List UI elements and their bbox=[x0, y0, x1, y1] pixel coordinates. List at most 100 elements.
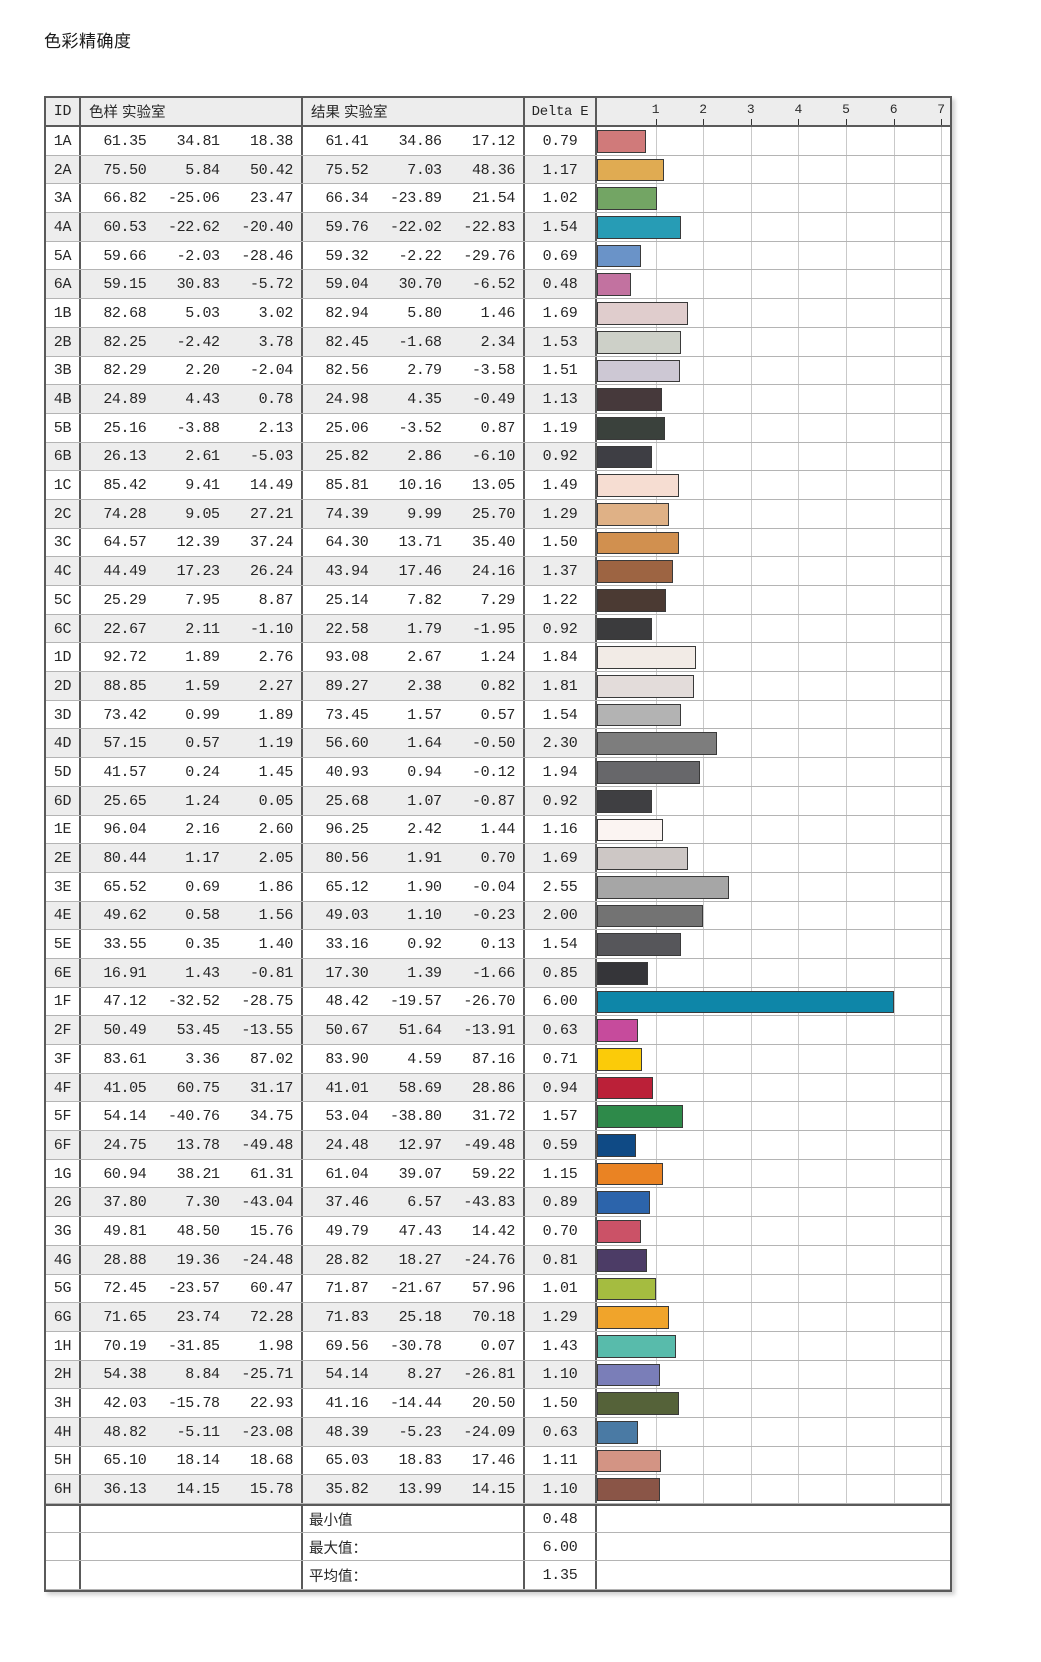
table-row[interactable]: 2G 37.80 7.30 -43.04 37.46 6.57 -43.83 0.89 bbox=[46, 1188, 950, 1218]
chart-gridline bbox=[703, 471, 705, 500]
table-row[interactable]: 4C 44.49 17.23 26.24 43.94 17.46 24.16 1.37 bbox=[46, 557, 950, 586]
table-row[interactable]: 1A 61.35 34.81 18.38 61.41 34.86 17.12 0.79 bbox=[46, 127, 950, 156]
chart-gridline bbox=[798, 672, 800, 701]
value-cell: 59.15 bbox=[103, 276, 147, 294]
result-lab-values: 96.25 2.42 1.44 bbox=[303, 815, 525, 845]
table-row[interactable]: 5A 59.66 -2.03 -28.46 59.32 -2.22 -29.76 0.69 bbox=[46, 241, 950, 271]
chart-gridline bbox=[750, 1016, 752, 1045]
table-row[interactable]: 5C 25.29 7.95 8.87 25.14 7.82 7.29 1.22 bbox=[46, 586, 950, 615]
chart-gridline bbox=[893, 1188, 895, 1218]
result-lab-values: 66.34 -23.89 21.54 bbox=[303, 184, 525, 214]
table-row[interactable]: 3H 42.03 -15.78 22.93 41.16 -14.44 20.50 1.50 bbox=[46, 1389, 950, 1418]
chart-gridline bbox=[941, 729, 943, 759]
value-cell: 92.72 bbox=[103, 649, 147, 667]
table-row[interactable]: 2H 54.38 8.84 -25.71 54.14 8.27 -26.81 1.10 bbox=[46, 1360, 950, 1390]
result-lab-values: 89.27 2.38 0.82 bbox=[303, 672, 525, 701]
chart-gridline bbox=[846, 700, 847, 730]
table-row[interactable]: 2C 74.28 9.05 27.21 74.39 9.99 25.70 1.29 bbox=[46, 499, 950, 529]
table-row[interactable]: 5F 54.14 -40.76 34.75 53.04 -38.80 31.72 1.57 bbox=[46, 1102, 950, 1132]
table-row[interactable]: 6E 16.91 1.43 -0.81 17.30 1.39 -1.66 0.85 bbox=[46, 958, 950, 988]
table-row[interactable]: 6F 24.75 13.78 -49.48 24.48 12.97 -49.48 0.59 bbox=[46, 1131, 950, 1160]
table-row[interactable]: 3B 82.29 2.20 -2.04 82.56 2.79 -3.58 1.51 bbox=[46, 356, 950, 386]
value-cell: 69.56 bbox=[325, 1337, 369, 1355]
table-row[interactable]: 1E 96.04 2.16 2.60 96.25 2.42 1.44 1.16 bbox=[46, 815, 950, 845]
chart-gridline bbox=[798, 729, 800, 759]
table-row[interactable]: 6A 59.15 30.83 -5.72 59.04 30.70 -6.52 0.48 bbox=[46, 270, 950, 300]
delta-e-value: 1.10 bbox=[525, 1475, 597, 1504]
table-row[interactable]: 4A 60.53 -22.62 -20.40 59.76 -22.02 -22.83 1.54 bbox=[46, 213, 950, 242]
chart-gridline bbox=[893, 528, 895, 558]
chart-cell bbox=[597, 1188, 950, 1218]
chart-gridline bbox=[893, 1331, 895, 1361]
value-cell: 7.95 bbox=[185, 591, 220, 609]
table-row[interactable]: 6B 26.13 2.61 -5.03 25.82 2.86 -6.10 0.92 bbox=[46, 442, 950, 472]
chart-gridline bbox=[750, 758, 752, 787]
row-separator bbox=[46, 986, 950, 988]
chart-gridline bbox=[798, 786, 800, 816]
table-row[interactable]: 4F 41.05 60.75 31.17 41.01 58.69 28.86 0.94 bbox=[46, 1073, 950, 1103]
value-cell: 10.16 bbox=[398, 477, 442, 495]
chart-gridline bbox=[703, 213, 705, 242]
table-row[interactable]: 3E 65.52 0.69 1.86 65.12 1.90 -0.04 2.55 bbox=[46, 872, 950, 902]
table-row[interactable]: 3C 64.57 12.39 37.24 64.30 13.71 35.40 1.50 bbox=[46, 528, 950, 558]
table-row[interactable]: 4B 24.89 4.43 0.78 24.98 4.35 -0.49 1.13 bbox=[46, 385, 950, 414]
chart-gridline bbox=[655, 786, 657, 816]
table-row[interactable]: 2B 82.25 -2.42 3.78 82.45 -1.68 2.34 1.53 bbox=[46, 327, 950, 357]
table-row[interactable]: 6H 36.13 14.15 15.78 35.82 13.99 14.15 1.10 bbox=[46, 1475, 950, 1504]
sample-lab-values: 96.04 2.16 2.60 bbox=[81, 815, 303, 845]
table-row[interactable]: 3D 73.42 0.99 1.89 73.45 1.57 0.57 1.54 bbox=[46, 700, 950, 730]
value-cell: 88.85 bbox=[103, 677, 147, 695]
chart-gridline bbox=[846, 499, 847, 529]
value-cell: 16.91 bbox=[103, 964, 147, 982]
table-row[interactable]: 4H 48.82 -5.11 -23.08 48.39 -5.23 -24.09 0.63 bbox=[46, 1417, 950, 1447]
table-row[interactable]: 1H 70.19 -31.85 1.98 69.56 -30.78 0.07 1.43 bbox=[46, 1331, 950, 1361]
table-row[interactable]: 2D 88.85 1.59 2.27 89.27 2.38 0.82 1.81 bbox=[46, 672, 950, 701]
result-lab-values: 61.41 34.86 17.12 bbox=[303, 127, 525, 156]
table-row[interactable]: 5H 65.10 18.14 18.68 65.03 18.83 17.46 1.11 bbox=[46, 1446, 950, 1476]
table-row[interactable]: 1G 60.94 38.21 61.31 61.04 39.07 59.22 1.15 bbox=[46, 1159, 950, 1189]
value-cell: 2.38 bbox=[407, 677, 442, 695]
table-row[interactable]: 3A 66.82 -25.06 23.47 66.34 -23.89 21.54 1.02 bbox=[46, 184, 950, 214]
chart-gridline bbox=[893, 499, 895, 529]
chart-gridline bbox=[941, 930, 943, 959]
sample-lab-values: 48.82 -5.11 -23.08 bbox=[81, 1417, 303, 1447]
chart-cell bbox=[597, 901, 950, 931]
table-row[interactable]: 3F 83.61 3.36 87.02 83.90 4.59 87.16 0.71 bbox=[46, 1045, 950, 1074]
chart-gridline bbox=[703, 844, 705, 873]
row-id: 3D bbox=[46, 700, 81, 730]
chart-gridline bbox=[750, 1360, 752, 1390]
row-separator bbox=[46, 1560, 950, 1562]
table-row[interactable]: 4E 49.62 0.58 1.56 49.03 1.10 -0.23 2.00 bbox=[46, 901, 950, 931]
chart-gridline bbox=[703, 270, 705, 300]
value-cell: -38.80 bbox=[390, 1108, 442, 1126]
value-cell: -6.10 bbox=[471, 448, 515, 466]
chart-cell bbox=[597, 700, 950, 730]
value-cell: 34.86 bbox=[398, 132, 442, 150]
table-row[interactable]: 4G 28.88 19.36 -24.48 28.82 18.27 -24.76 0.81 bbox=[46, 1245, 950, 1275]
table-row[interactable]: 6D 25.65 1.24 0.05 25.68 1.07 -0.87 0.92 bbox=[46, 786, 950, 816]
table-row[interactable]: 3G 49.81 48.50 15.76 49.79 47.43 14.42 0.70 bbox=[46, 1217, 950, 1246]
table-row[interactable]: 2F 50.49 53.45 -13.55 50.67 51.64 -13.91 0.63 bbox=[46, 1016, 950, 1045]
table-row[interactable]: 1F 47.12 -32.52 -28.75 48.42 -19.57 -26.70 6.00 bbox=[46, 987, 950, 1017]
chart-gridline bbox=[798, 1131, 800, 1160]
table-row[interactable]: 5G 72.45 -23.57 60.47 71.87 -21.67 57.96 1.01 bbox=[46, 1274, 950, 1304]
table-row[interactable]: 6G 71.65 23.74 72.28 71.83 25.18 70.18 1.29 bbox=[46, 1303, 950, 1332]
table-row[interactable]: 2E 80.44 1.17 2.05 80.56 1.91 0.70 1.69 bbox=[46, 844, 950, 873]
table-row[interactable]: 4D 57.15 0.57 1.19 56.60 1.64 -0.50 2.30 bbox=[46, 729, 950, 759]
chart-cell bbox=[597, 499, 950, 529]
table-row[interactable]: 6C 22.67 2.11 -1.10 22.58 1.79 -1.95 0.92 bbox=[46, 614, 950, 644]
chart-gridline bbox=[941, 270, 943, 300]
value-cell: 2.67 bbox=[407, 649, 442, 667]
table-row[interactable]: 5E 33.55 0.35 1.40 33.16 0.92 0.13 1.54 bbox=[46, 930, 950, 959]
table-row[interactable]: 5B 25.16 -3.88 2.13 25.06 -3.52 0.87 1.19 bbox=[46, 413, 950, 443]
delta-e-bar bbox=[597, 216, 682, 239]
value-cell: 72.28 bbox=[249, 1309, 293, 1327]
value-cell: 36.13 bbox=[103, 1481, 147, 1499]
table-row[interactable]: 2A 75.50 5.84 50.42 75.52 7.03 48.36 1.17 bbox=[46, 155, 950, 185]
table-row[interactable]: 5D 41.57 0.24 1.45 40.93 0.94 -0.12 1.94 bbox=[46, 758, 950, 787]
sample-lab-values: 44.49 17.23 26.24 bbox=[81, 557, 303, 586]
table-row[interactable]: 1D 92.72 1.89 2.76 93.08 2.67 1.24 1.84 bbox=[46, 643, 950, 673]
table-row[interactable]: 1B 82.68 5.03 3.02 82.94 5.80 1.46 1.69 bbox=[46, 299, 950, 328]
value-cell: 24.48 bbox=[325, 1136, 369, 1154]
table-row[interactable]: 1C 85.42 9.41 14.49 85.81 10.16 13.05 1.49 bbox=[46, 471, 950, 500]
